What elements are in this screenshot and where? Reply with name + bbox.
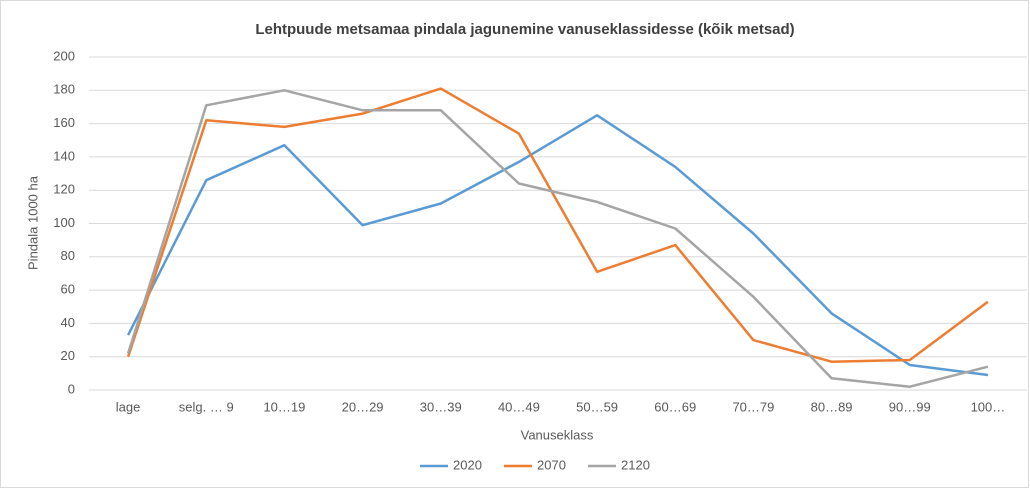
y-tick-label: 80	[61, 248, 75, 263]
x-tick-label: selg. … 9	[179, 399, 234, 414]
y-tick-label: 180	[53, 82, 75, 97]
x-tick-label: 90…99	[889, 399, 931, 414]
series-line	[126, 89, 989, 388]
y-tick-label: 140	[53, 148, 75, 163]
x-tick-label: 10…19	[263, 399, 305, 414]
x-tick-label: 70…79	[732, 399, 774, 414]
x-tick-label: 40…49	[498, 399, 540, 414]
chart-title: Lehtpuude metsamaa pindala jagunemine va…	[255, 21, 794, 38]
y-tick-label: 40	[61, 315, 75, 330]
x-tick-label: 100…	[971, 399, 1006, 414]
x-tick-label: 80…89	[811, 399, 853, 414]
series-line	[126, 87, 989, 363]
y-tick-label: 160	[53, 115, 75, 130]
series-line	[126, 114, 989, 377]
x-tick-label: 60…69	[654, 399, 696, 414]
legend-label: 2120	[621, 457, 650, 472]
x-tick-label: lage	[116, 399, 141, 414]
x-tick-label: 50…59	[576, 399, 618, 414]
y-tick-label: 60	[61, 282, 75, 297]
x-axis-title: Vanuseklass	[521, 427, 594, 442]
y-tick-label: 20	[61, 348, 75, 363]
y-tick-label: 0	[68, 381, 75, 396]
y-tick-label: 120	[53, 182, 75, 197]
y-tick-label: 100	[53, 215, 75, 230]
x-tick-label: 30…39	[420, 399, 462, 414]
y-tick-label: 200	[53, 48, 75, 63]
x-tick-label: 20…29	[342, 399, 384, 414]
y-axis-title: Pindala 1000 ha	[25, 175, 40, 270]
legend-label: 2070	[537, 457, 566, 472]
legend-label: 2020	[453, 457, 482, 472]
